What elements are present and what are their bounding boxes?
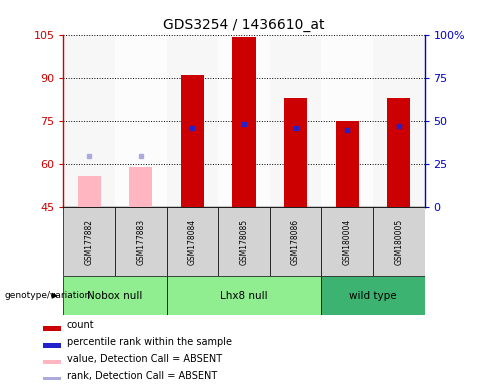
Bar bbox=[166, 35, 218, 207]
Text: value, Detection Call = ABSENT: value, Detection Call = ABSENT bbox=[67, 354, 222, 364]
Bar bbox=[387, 98, 410, 207]
Text: GSM178084: GSM178084 bbox=[188, 219, 197, 265]
Text: Lhx8 null: Lhx8 null bbox=[220, 291, 268, 301]
Bar bbox=[270, 207, 322, 276]
Title: GDS3254 / 1436610_at: GDS3254 / 1436610_at bbox=[163, 18, 325, 32]
Bar bbox=[78, 176, 101, 207]
Bar bbox=[181, 75, 204, 207]
Bar bbox=[373, 207, 425, 276]
Text: genotype/variation: genotype/variation bbox=[5, 291, 91, 300]
Bar bbox=[322, 35, 373, 207]
Bar bbox=[166, 207, 218, 276]
Text: GSM177882: GSM177882 bbox=[85, 219, 94, 265]
Text: percentile rank within the sample: percentile rank within the sample bbox=[67, 337, 232, 347]
Text: GSM178086: GSM178086 bbox=[291, 219, 300, 265]
Bar bbox=[218, 207, 270, 276]
Text: GSM180005: GSM180005 bbox=[394, 219, 403, 265]
Text: GSM180004: GSM180004 bbox=[343, 219, 352, 265]
Bar bbox=[322, 207, 373, 276]
Bar bbox=[43, 360, 61, 364]
Bar bbox=[166, 276, 322, 315]
Bar bbox=[336, 121, 359, 207]
Bar bbox=[218, 35, 270, 207]
Bar bbox=[63, 35, 115, 207]
Bar bbox=[43, 326, 61, 331]
Bar bbox=[129, 167, 152, 207]
Bar bbox=[63, 276, 166, 315]
Text: GSM178085: GSM178085 bbox=[240, 219, 248, 265]
Bar bbox=[373, 35, 425, 207]
Bar bbox=[270, 35, 322, 207]
Bar bbox=[322, 276, 425, 315]
Bar bbox=[115, 35, 166, 207]
Text: GSM177883: GSM177883 bbox=[136, 219, 145, 265]
Bar bbox=[43, 377, 61, 381]
Text: Nobox null: Nobox null bbox=[87, 291, 142, 301]
Text: wild type: wild type bbox=[349, 291, 397, 301]
Bar bbox=[232, 38, 256, 207]
Bar bbox=[115, 207, 166, 276]
Bar bbox=[63, 207, 115, 276]
Bar bbox=[284, 98, 307, 207]
Text: count: count bbox=[67, 319, 95, 330]
Bar bbox=[43, 343, 61, 348]
Text: rank, Detection Call = ABSENT: rank, Detection Call = ABSENT bbox=[67, 371, 217, 381]
